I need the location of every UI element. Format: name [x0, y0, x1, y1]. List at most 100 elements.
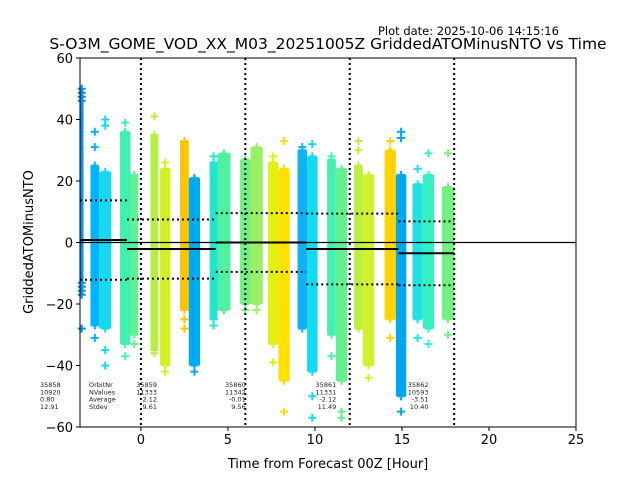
- y-tick-label: 20: [56, 175, 73, 190]
- outlier-marker: [280, 407, 289, 416]
- orbit-stat-orbit-nr: 35859: [136, 381, 157, 389]
- x-tick-label: 15: [394, 433, 411, 448]
- plus-marker: [298, 158, 307, 167]
- y-tick-label: 0: [65, 237, 73, 252]
- plus-marker: [280, 176, 289, 185]
- plus-marker: [397, 380, 406, 389]
- x-axis-label: Time from Forecast 00Z [Hour]: [227, 457, 429, 472]
- outlier-marker: [90, 143, 99, 152]
- x-tick-label: 0: [137, 433, 145, 448]
- x-tick-label: 10: [307, 433, 324, 448]
- plus-marker: [101, 179, 110, 188]
- y-tick-label: −60: [46, 421, 73, 436]
- outlier-marker: [280, 137, 289, 146]
- outlier-marker: [180, 324, 189, 333]
- outlier-marker: [150, 349, 159, 358]
- data-stripe: [267, 162, 279, 344]
- data-stripe: [240, 159, 251, 304]
- outlier-marker: [444, 149, 453, 158]
- plus-marker: [327, 318, 336, 327]
- orbit-stat-n-values: 10920: [40, 388, 61, 396]
- data-stripe: [278, 168, 290, 381]
- plus-marker: [269, 327, 278, 336]
- plus-marker: [130, 318, 139, 327]
- orbit-stat-orbit-nr: 35858: [40, 381, 61, 389]
- outlier-marker: [413, 164, 422, 173]
- orbit-stat-n-values: 11333: [136, 388, 157, 396]
- stat-label: OrbitNr: [89, 381, 113, 389]
- data-stripe: [395, 174, 407, 397]
- data-stripe: [120, 131, 131, 344]
- outlier-marker: [386, 333, 395, 342]
- plus-marker: [444, 303, 453, 312]
- plus-marker: [413, 192, 422, 201]
- orbit-stat-stdev: 12.91: [40, 403, 59, 411]
- data-stripe: [335, 168, 348, 381]
- outlier-marker: [90, 127, 99, 136]
- plus-marker: [121, 327, 130, 336]
- outlier-marker: [252, 306, 261, 315]
- outlier-marker: [308, 413, 317, 422]
- orbit-stat-n-values: 11331: [316, 388, 337, 396]
- plus-marker: [364, 349, 373, 358]
- outlier-marker: [101, 121, 110, 130]
- plus-marker: [209, 303, 218, 312]
- y-axis: −60 −40 −20 0 20 40 60: [46, 52, 80, 436]
- plus-marker: [354, 173, 363, 182]
- data-stripe: [250, 147, 263, 304]
- y-tick-label: −40: [46, 360, 73, 375]
- x-axis: 0 5 10 15 20 25: [137, 427, 585, 448]
- orbit-stat-average: -2.12: [140, 396, 157, 404]
- data-stripe: [90, 165, 100, 326]
- plus-marker: [252, 288, 261, 296]
- stat-label: Stdev: [89, 403, 108, 411]
- plus-marker: [413, 303, 422, 312]
- orbit-annotations: 35858109200.8012.913585911333-2.129.6135…: [40, 381, 428, 411]
- outlier-marker: [327, 152, 336, 161]
- plus-marker: [90, 173, 99, 182]
- outlier-marker: [241, 306, 250, 315]
- outlier-marker: [444, 330, 453, 339]
- plus-marker: [190, 349, 199, 358]
- plus-marker: [327, 167, 336, 176]
- y-axis-label: GriddedATOMinusNTO: [22, 170, 37, 314]
- plus-marker: [269, 170, 278, 179]
- plus-marker: [280, 364, 289, 373]
- plus-marker: [180, 294, 189, 303]
- outlier-marker: [386, 137, 395, 146]
- orbit-stat-n-values: 11342: [225, 388, 246, 396]
- orbit-stat-average: -3.51: [412, 396, 429, 404]
- plus-marker: [161, 349, 170, 358]
- outlier-marker: [308, 392, 317, 401]
- outlier-marker: [77, 324, 86, 333]
- plus-marker: [354, 312, 363, 321]
- outlier-marker: [121, 118, 130, 127]
- orbit-stat-stdev: 10.40: [410, 403, 429, 411]
- plus-marker: [77, 96, 86, 105]
- outlier-marker: [130, 339, 139, 348]
- data-stripe: [99, 171, 112, 329]
- outlier-marker: [337, 413, 346, 422]
- plus-marker: [220, 294, 229, 303]
- plus-marker: [150, 142, 159, 151]
- x-tick-label: 25: [568, 433, 585, 448]
- outlier-marker: [424, 339, 433, 348]
- plus-marker: [150, 334, 159, 343]
- orbit-stat-stdev: 9.56: [231, 403, 245, 411]
- y-tick-label: −20: [46, 298, 73, 313]
- data-stripe: [354, 165, 363, 329]
- outlier-marker: [161, 367, 170, 376]
- chart-title: S-O3M_GOME_VOD_XX_M03_20251005Z GriddedA…: [49, 35, 606, 54]
- plus-marker: [337, 176, 346, 185]
- data-stripe: [362, 174, 375, 366]
- plus-marker: [364, 182, 373, 191]
- outlier-marker: [209, 152, 218, 161]
- plot-date: Plot date: 2025-10-06 14:15:16: [378, 24, 559, 38]
- plus-marker: [386, 158, 395, 167]
- data-stripe: [307, 156, 318, 372]
- data-stripe: [209, 162, 218, 320]
- outlier-marker: [298, 143, 307, 152]
- data-stripe: [217, 153, 231, 311]
- data-stripe: [80, 88, 84, 295]
